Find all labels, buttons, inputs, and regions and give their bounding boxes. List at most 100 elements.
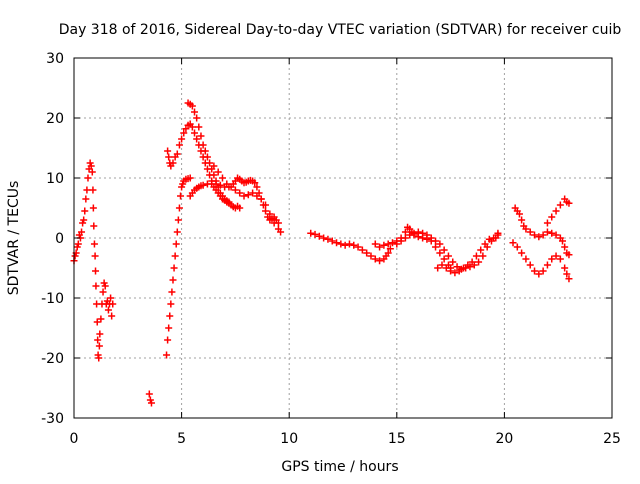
data-point [172, 240, 180, 248]
y-axis-label: SDTVAR / TECUs [6, 181, 22, 296]
data-point [432, 237, 440, 245]
data-point [94, 336, 102, 344]
data-point [475, 258, 483, 266]
data-point [535, 233, 543, 241]
data-point [481, 240, 489, 248]
data-point [518, 216, 526, 224]
data-point [89, 204, 97, 212]
data-point [92, 267, 100, 275]
data-point [249, 189, 257, 197]
data-point [565, 199, 573, 207]
data-point [240, 192, 248, 200]
data-point [442, 264, 450, 272]
data-point [165, 324, 173, 332]
data-point [87, 162, 95, 170]
data-point [251, 179, 259, 187]
data-point [270, 219, 278, 227]
data-point [518, 249, 526, 257]
data-point [216, 181, 224, 189]
data-point [165, 153, 173, 161]
data-point [479, 252, 487, 260]
data-point [203, 153, 211, 161]
data-point [82, 195, 90, 203]
data-point [464, 261, 472, 269]
data-point [164, 147, 172, 155]
data-point [548, 229, 556, 237]
data-point [345, 240, 353, 248]
data-point [180, 129, 188, 137]
data-point [182, 125, 190, 133]
data-point [266, 210, 274, 218]
data-point [561, 243, 569, 251]
data-point [451, 269, 459, 277]
data-point [107, 294, 115, 302]
data-point [244, 191, 252, 199]
data-point [384, 249, 392, 257]
data-point [227, 183, 235, 191]
data-point [565, 275, 573, 283]
data-point [169, 159, 177, 167]
data-point [552, 231, 560, 239]
data-point [477, 246, 485, 254]
data-point [358, 246, 366, 254]
data-point [436, 249, 444, 257]
data-point [410, 229, 418, 237]
data-point [561, 264, 569, 272]
data-point [440, 246, 448, 254]
data-point [444, 252, 452, 260]
data-point [225, 198, 233, 206]
x-tick-label: 0 [70, 431, 79, 447]
data-point [434, 264, 442, 272]
data-point [371, 255, 379, 263]
data-point [337, 240, 345, 248]
data-points [70, 99, 573, 407]
data-point [201, 147, 209, 155]
data-point [543, 219, 551, 227]
data-point [108, 312, 116, 320]
data-point [494, 229, 502, 237]
y-tick-label: -30 [41, 411, 64, 427]
data-point [509, 239, 517, 247]
data-point [210, 162, 218, 170]
data-point [552, 207, 560, 215]
data-point [186, 174, 194, 182]
data-point [432, 243, 440, 251]
data-point [363, 249, 371, 257]
data-point [401, 234, 409, 242]
data-point [173, 150, 181, 158]
data-point [526, 228, 534, 236]
data-point [419, 229, 427, 237]
data-point [253, 192, 261, 200]
data-point [376, 243, 384, 251]
data-point [262, 207, 270, 215]
data-point [565, 251, 573, 259]
y-tick-label: -20 [41, 351, 64, 367]
y-tick-label: 30 [46, 51, 64, 67]
data-point [173, 228, 181, 236]
data-point [257, 195, 265, 203]
data-point [99, 288, 107, 296]
data-point [543, 261, 551, 269]
data-point [193, 135, 201, 143]
data-point [277, 228, 285, 236]
data-point [526, 261, 534, 269]
data-point [195, 123, 203, 131]
data-point [311, 230, 319, 238]
data-point [104, 306, 112, 314]
data-point [438, 261, 446, 269]
data-point [333, 239, 341, 247]
data-point [145, 390, 153, 398]
data-point [95, 354, 103, 362]
axis-ticks: 0 5 10 15 20 25 -30 -20 -10 0 10 20 30 [41, 51, 621, 447]
chart-title: Day 318 of 2016, Sidereal Day-to-day VTE… [59, 22, 622, 38]
data-point [350, 241, 358, 249]
data-point [199, 141, 207, 149]
data-point [522, 255, 530, 263]
data-point [197, 132, 205, 140]
data-point [101, 282, 109, 290]
y-tick-label: 20 [46, 111, 64, 127]
data-point [328, 237, 336, 245]
data-point [92, 282, 100, 290]
data-point [455, 267, 463, 275]
